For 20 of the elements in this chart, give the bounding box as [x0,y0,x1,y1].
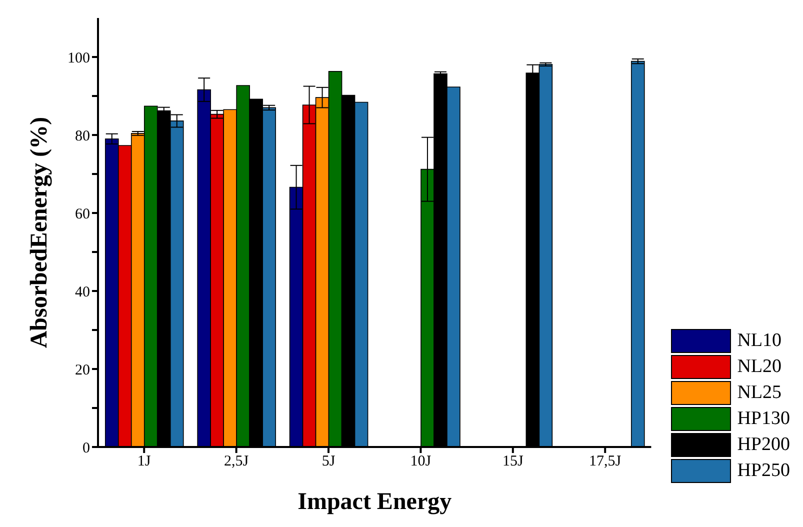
y-tick-label: 20 [75,362,90,378]
legend-label: NL20 [737,356,782,378]
x-tick-label: 1J [137,454,151,470]
x-tick-label: 2,5J [224,454,249,470]
y-tick-label: 60 [75,206,90,222]
x-axis-title: Impact Energy [298,489,452,515]
legend-label: HP130 [737,408,790,430]
y-tick-label: 80 [75,128,90,144]
x-tick-label: 15J [502,454,524,470]
y-tick-label: 0 [82,440,90,456]
x-tick-label: 5J [322,454,336,470]
y-tick-label: 100 [68,50,90,66]
x-tick-label: 17,5J [589,454,622,470]
legend-label: NL10 [737,330,782,352]
legend-label: HP200 [737,434,790,456]
y-tick-label: 40 [75,284,90,300]
y-axis-title: AbsorbedEenergy (%) [26,116,53,348]
legend-label: HP250 [737,460,790,482]
x-tick-label: 10J [410,454,432,470]
legend-label: NL25 [737,382,782,404]
